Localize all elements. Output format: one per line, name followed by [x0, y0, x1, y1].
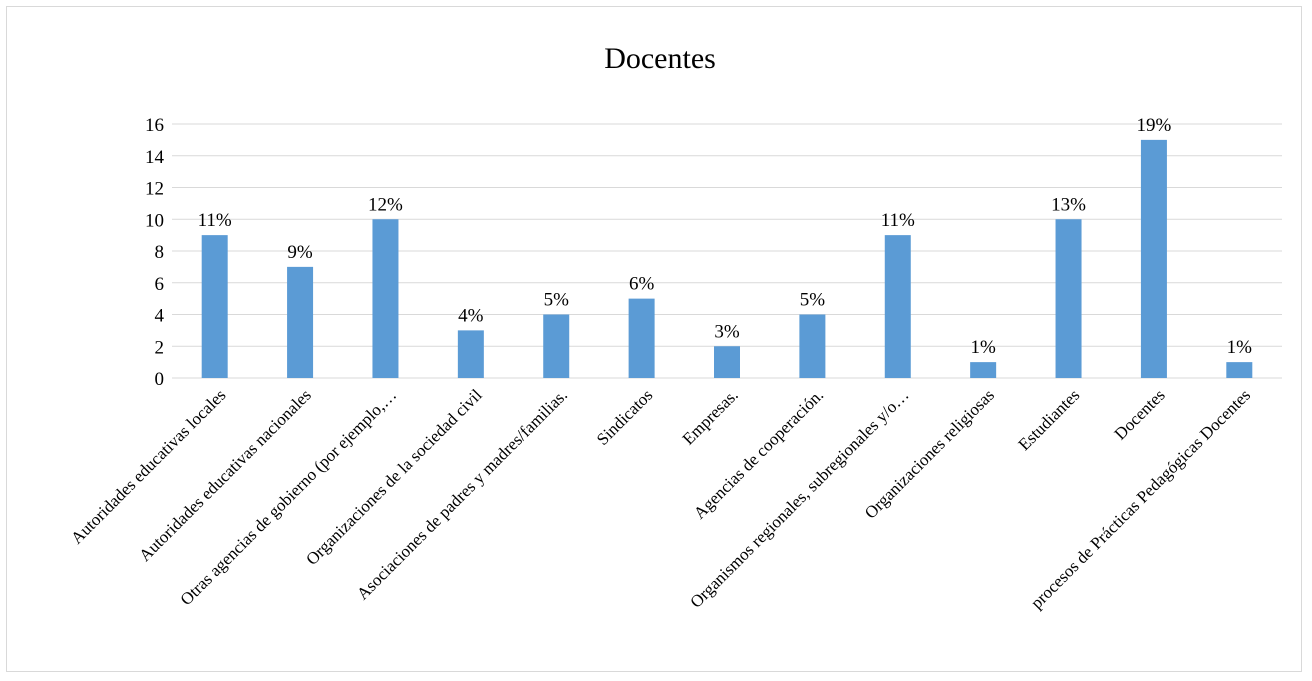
y-tick-label: 14 [145, 147, 165, 168]
bar [970, 362, 996, 378]
chart-title: Docentes [604, 42, 716, 75]
x-axis-categories: Autoridades educativas localesAutoridade… [67, 385, 1254, 612]
data-label: 13% [1051, 194, 1086, 215]
category-label: Sindicatos [593, 385, 657, 449]
data-label: 3% [714, 321, 740, 342]
data-label: 6% [629, 274, 655, 295]
y-tick-label: 6 [155, 274, 165, 295]
bar [458, 330, 484, 378]
category-label: Organizaciones de la sociedad civil [302, 385, 486, 569]
bar [372, 219, 398, 378]
data-label: 11% [881, 210, 915, 231]
y-axis-ticks: 0 2 4 6 8 10 12 14 16 [145, 115, 165, 390]
bar [1141, 140, 1167, 378]
y-tick-label: 16 [145, 115, 164, 136]
data-label: 19% [1137, 115, 1172, 136]
category-label: Estudiantes [1015, 385, 1084, 454]
y-tick-label: 10 [145, 210, 164, 231]
category-label: Autoridades educativas nacionales [135, 385, 315, 565]
data-label: 1% [1227, 337, 1253, 358]
y-tick-label: 4 [155, 306, 165, 327]
bar [287, 267, 313, 378]
bar [885, 235, 911, 378]
data-label: 5% [800, 290, 826, 311]
bar [1056, 219, 1082, 378]
data-label: 1% [970, 337, 996, 358]
bar [202, 235, 228, 378]
bar [629, 299, 655, 378]
data-label: 12% [368, 194, 403, 215]
bars [202, 140, 1253, 378]
data-label: 9% [287, 242, 313, 263]
data-label: 4% [458, 305, 484, 326]
bar [714, 346, 740, 378]
y-tick-label: 2 [155, 337, 165, 358]
bar [543, 315, 569, 379]
category-label: Docentes [1111, 385, 1169, 443]
y-tick-label: 8 [155, 242, 165, 263]
y-tick-label: 0 [155, 369, 165, 390]
category-label: Autoridades educativas locales [67, 385, 229, 547]
bar [799, 315, 825, 379]
category-label: Empresas. [679, 385, 742, 448]
data-label: 11% [198, 210, 232, 231]
y-tick-label: 12 [145, 179, 164, 200]
bar [1226, 362, 1252, 378]
data-labels: 11% 9% 12% 4% 5% 6% 3% 5% 11% 1% 13% 19% 1% [198, 115, 1253, 358]
data-label: 5% [544, 290, 570, 311]
